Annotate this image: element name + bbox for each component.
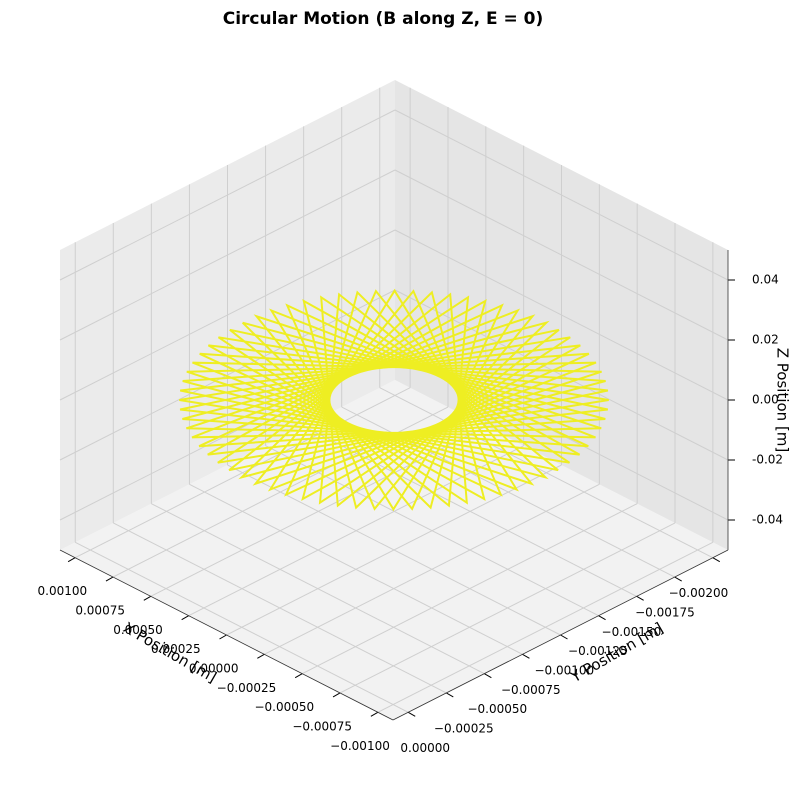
y-tick xyxy=(407,711,416,717)
y-tick-label: 0.00000 xyxy=(400,741,450,755)
grid-line xyxy=(379,387,714,559)
y-tick-label: −0.00075 xyxy=(501,683,561,697)
x-tick-label: −0.00075 xyxy=(292,719,352,733)
z-tick-label: 0.00 xyxy=(752,393,779,407)
x-axis-label: X Position [m] xyxy=(120,619,220,687)
y-tick-label: −0.00125 xyxy=(568,644,628,658)
grid-line xyxy=(59,229,396,401)
z-tick-label: -0.02 xyxy=(752,453,783,467)
y-tick xyxy=(560,634,568,640)
x-tick xyxy=(294,673,303,679)
grid-line xyxy=(113,522,447,694)
x-tick xyxy=(332,692,341,698)
grid-line xyxy=(394,109,729,281)
x-tick xyxy=(105,576,114,582)
x-tick-label: −0.00050 xyxy=(254,700,314,714)
grid-line xyxy=(74,541,409,713)
grid-line xyxy=(227,464,561,636)
y-tick xyxy=(598,615,606,621)
y-tick xyxy=(712,557,721,563)
y-tick xyxy=(636,595,644,601)
x-tick-label: 0.00050 xyxy=(113,623,163,637)
y-tick-label: −0.00175 xyxy=(635,606,695,620)
y-tick-label: −0.00200 xyxy=(669,586,729,600)
y-tick-label: −0.00150 xyxy=(602,625,662,639)
y-axis-line xyxy=(392,549,729,721)
x-tick xyxy=(370,711,379,717)
x-tick-label: 0.00000 xyxy=(189,662,239,676)
grid-line xyxy=(59,109,396,281)
grid-line xyxy=(394,169,729,341)
y-tick-label: −0.00050 xyxy=(467,702,527,716)
chart-title: Circular Motion (B along Z, E = 0) xyxy=(223,9,544,29)
x-axis-line xyxy=(59,549,394,721)
z-tick-label: -0.04 xyxy=(752,513,783,527)
x-tick-label: 0.00100 xyxy=(38,584,88,598)
x-tick xyxy=(67,557,76,563)
x-tick-label: −0.00100 xyxy=(330,739,390,753)
x-tick-label: 0.00075 xyxy=(75,604,125,618)
x-tick xyxy=(219,634,227,640)
y-tick xyxy=(674,576,682,582)
x-tick xyxy=(257,653,265,659)
grid-line xyxy=(394,229,729,401)
z-tick-label: 0.04 xyxy=(752,273,779,287)
x-tick xyxy=(181,615,189,621)
x-tick-label: 0.00025 xyxy=(151,642,201,656)
grid-line xyxy=(59,169,396,341)
y-tick xyxy=(522,653,530,659)
trajectory xyxy=(179,288,609,512)
y-tick xyxy=(484,673,492,679)
y-tick xyxy=(446,692,454,698)
z-axis-label: Z Position [m] xyxy=(774,348,792,453)
y-tick-label: −0.00100 xyxy=(535,664,595,678)
grid-line xyxy=(189,483,523,655)
grid-line xyxy=(151,503,485,675)
grid-line xyxy=(59,289,396,461)
x-tick-label: −0.00025 xyxy=(217,681,277,695)
x-tick xyxy=(143,595,152,601)
z-tick-label: 0.02 xyxy=(752,333,779,347)
grid-line xyxy=(265,445,599,617)
y-tick-label: −0.00025 xyxy=(434,721,494,735)
